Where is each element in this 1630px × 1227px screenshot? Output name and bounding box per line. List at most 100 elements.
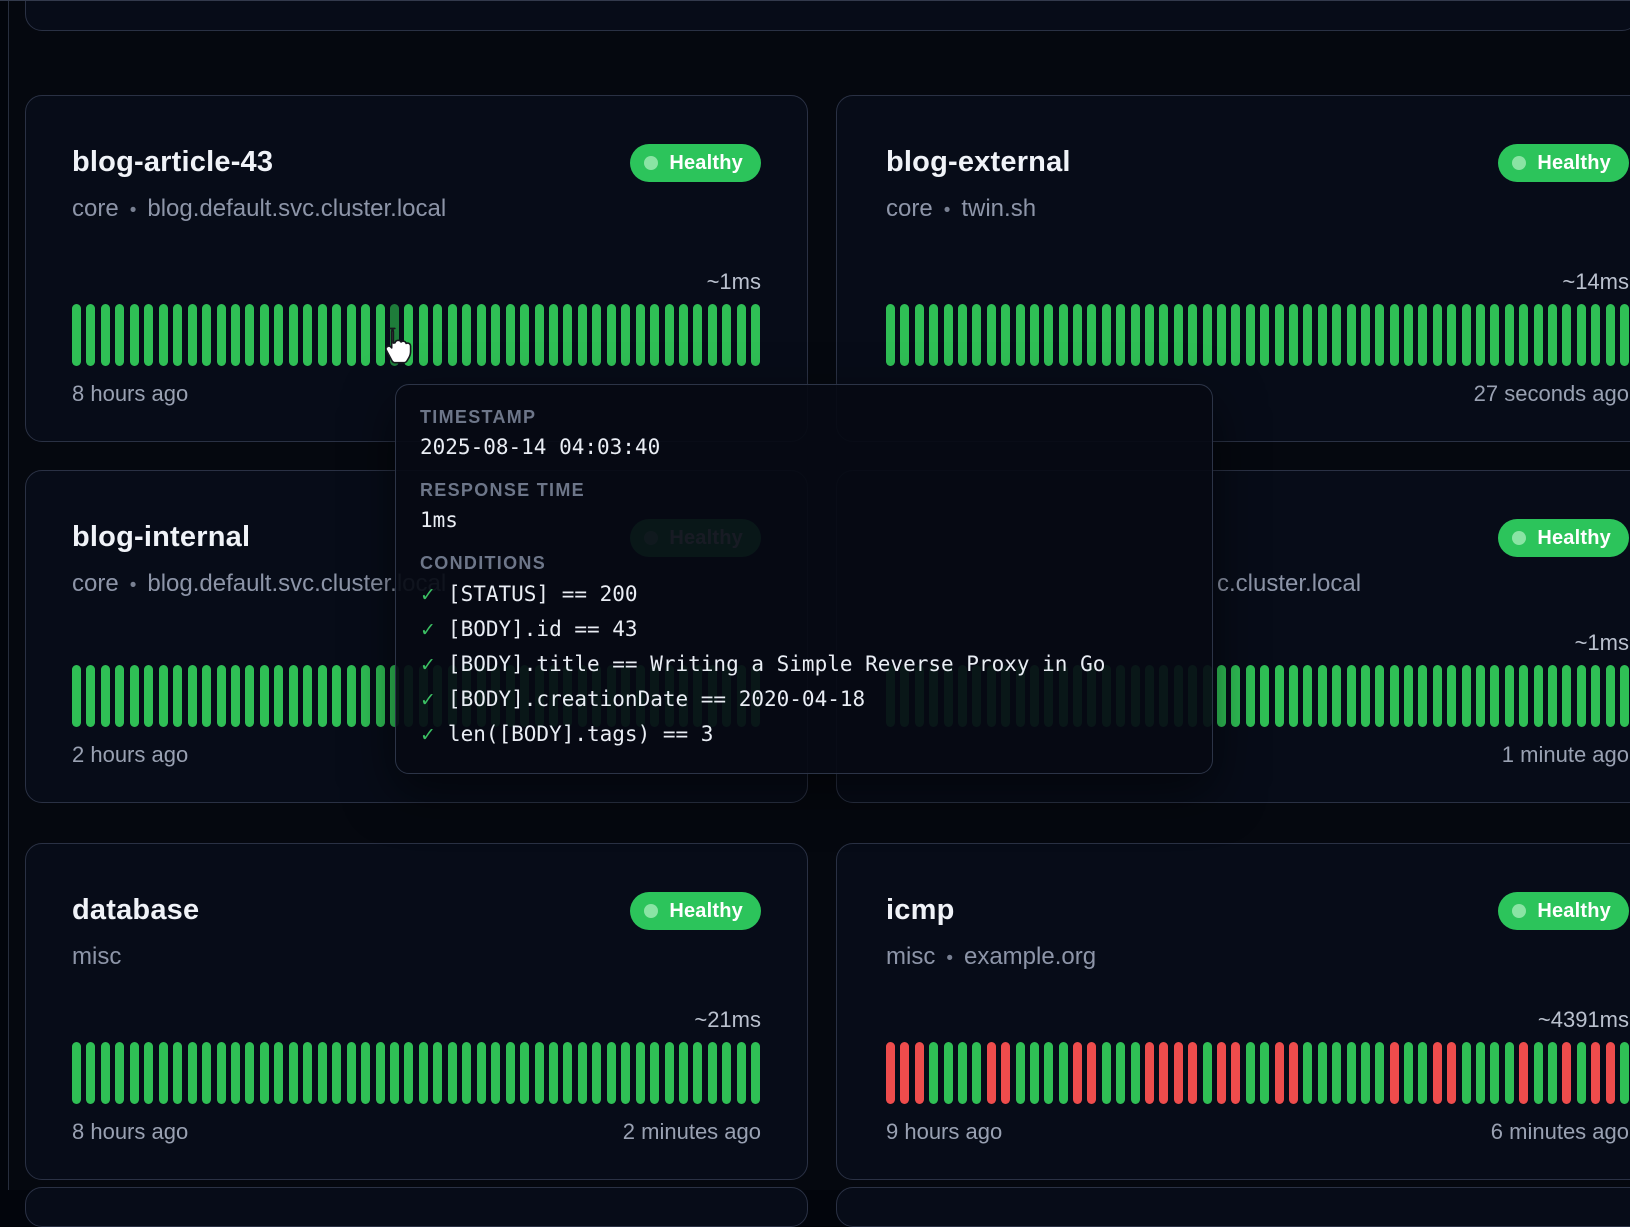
- uptime-bar[interactable]: [1476, 304, 1485, 366]
- uptime-bar[interactable]: [1289, 304, 1298, 366]
- uptime-bar[interactable]: [1519, 1042, 1528, 1104]
- uptime-bar[interactable]: [448, 304, 457, 366]
- uptime-bar[interactable]: [202, 304, 211, 366]
- uptime-bar[interactable]: [1131, 1042, 1140, 1104]
- uptime-bar[interactable]: [1404, 665, 1413, 727]
- uptime-bar[interactable]: [958, 1042, 967, 1104]
- uptime-bar[interactable]: [1016, 304, 1025, 366]
- uptime-bar[interactable]: [274, 665, 283, 727]
- uptime-bar[interactable]: [751, 304, 760, 366]
- uptime-bar[interactable]: [289, 1042, 298, 1104]
- uptime-bar[interactable]: [1562, 304, 1571, 366]
- uptime-bar[interactable]: [1433, 665, 1442, 727]
- uptime-bar[interactable]: [72, 665, 81, 727]
- uptime-bar[interactable]: [72, 1042, 81, 1104]
- uptime-bar[interactable]: [607, 1042, 616, 1104]
- uptime-bar[interactable]: [1145, 1042, 1154, 1104]
- uptime-bar[interactable]: [477, 304, 486, 366]
- uptime-bar[interactable]: [1303, 1042, 1312, 1104]
- uptime-bar[interactable]: [1433, 304, 1442, 366]
- uptime-bar[interactable]: [520, 304, 529, 366]
- uptime-bar[interactable]: [404, 1042, 413, 1104]
- uptime-bar[interactable]: [1303, 304, 1312, 366]
- uptime-bar[interactable]: [361, 665, 370, 727]
- uptime-bar[interactable]: [303, 665, 312, 727]
- uptime-bar[interactable]: [1246, 1042, 1255, 1104]
- uptime-bar[interactable]: [1534, 1042, 1543, 1104]
- uptime-bar[interactable]: [1347, 304, 1356, 366]
- uptime-bar[interactable]: [679, 304, 688, 366]
- uptime-bar[interactable]: [1347, 665, 1356, 727]
- uptime-bar[interactable]: [535, 304, 544, 366]
- uptime-bar[interactable]: [1260, 304, 1269, 366]
- uptime-bar[interactable]: [86, 304, 95, 366]
- uptime-bar[interactable]: [1332, 1042, 1341, 1104]
- uptime-bar[interactable]: [390, 1042, 399, 1104]
- uptime-bar[interactable]: [1433, 1042, 1442, 1104]
- uptime-bar[interactable]: [1188, 304, 1197, 366]
- uptime-bar[interactable]: [318, 304, 327, 366]
- uptime-bar[interactable]: [1116, 304, 1125, 366]
- uptime-bar[interactable]: [1318, 1042, 1327, 1104]
- uptime-bar[interactable]: [944, 1042, 953, 1104]
- uptime-bar[interactable]: [202, 665, 211, 727]
- uptime-bar[interactable]: [173, 304, 182, 366]
- uptime-bar[interactable]: [1073, 1042, 1082, 1104]
- uptime-bar[interactable]: [886, 304, 895, 366]
- uptime-bar[interactable]: [1606, 304, 1615, 366]
- uptime-bar[interactable]: [115, 665, 124, 727]
- uptime-bar[interactable]: [722, 1042, 731, 1104]
- uptime-bar[interactable]: [1044, 304, 1053, 366]
- uptime-bar[interactable]: [1102, 304, 1111, 366]
- uptime-bar[interactable]: [1332, 304, 1341, 366]
- uptime-bar[interactable]: [1620, 665, 1629, 727]
- uptime-bar[interactable]: [477, 1042, 486, 1104]
- uptime-bar[interactable]: [1188, 1042, 1197, 1104]
- uptime-bar[interactable]: [1260, 1042, 1269, 1104]
- uptime-bar[interactable]: [1030, 1042, 1039, 1104]
- uptime-bar[interactable]: [1016, 1042, 1025, 1104]
- uptime-bar[interactable]: [130, 304, 139, 366]
- uptime-bar[interactable]: [1087, 1042, 1096, 1104]
- uptime-bar[interactable]: [1332, 665, 1341, 727]
- uptime-bar[interactable]: [679, 1042, 688, 1104]
- uptime-bar[interactable]: [1490, 304, 1499, 366]
- uptime-bar[interactable]: [1519, 665, 1528, 727]
- uptime-bar[interactable]: [944, 304, 953, 366]
- uptime-bar[interactable]: [1044, 1042, 1053, 1104]
- uptime-bar[interactable]: [217, 304, 226, 366]
- uptime-bar[interactable]: [592, 304, 601, 366]
- uptime-bar[interactable]: [318, 665, 327, 727]
- uptime-bar[interactable]: [1145, 304, 1154, 366]
- uptime-bar[interactable]: [915, 1042, 924, 1104]
- uptime-bar[interactable]: [1361, 1042, 1370, 1104]
- uptime-bar[interactable]: [347, 304, 356, 366]
- uptime-bar[interactable]: [1505, 304, 1514, 366]
- uptime-bar[interactable]: [231, 665, 240, 727]
- uptime-bar[interactable]: [1462, 1042, 1471, 1104]
- uptime-bar[interactable]: [462, 304, 471, 366]
- uptime-bar[interactable]: [260, 665, 269, 727]
- uptime-bar[interactable]: [332, 304, 341, 366]
- uptime-bar[interactable]: [665, 1042, 674, 1104]
- uptime-bar[interactable]: [958, 304, 967, 366]
- uptime-bar[interactable]: [1174, 1042, 1183, 1104]
- uptime-bar[interactable]: [693, 1042, 702, 1104]
- uptime-bar[interactable]: [1606, 1042, 1615, 1104]
- uptime-bar[interactable]: [86, 1042, 95, 1104]
- uptime-bar[interactable]: [173, 1042, 182, 1104]
- uptime-bar[interactable]: [563, 1042, 572, 1104]
- uptime-bar[interactable]: [886, 1042, 895, 1104]
- uptime-bar[interactable]: [987, 304, 996, 366]
- uptime-bar[interactable]: [650, 1042, 659, 1104]
- uptime-bar[interactable]: [1289, 665, 1298, 727]
- uptime-bar[interactable]: [549, 304, 558, 366]
- uptime-bar[interactable]: [972, 304, 981, 366]
- uptime-bar[interactable]: [260, 304, 269, 366]
- uptime-bar[interactable]: [751, 1042, 760, 1104]
- uptime-bar[interactable]: [433, 304, 442, 366]
- uptime-bar[interactable]: [332, 665, 341, 727]
- uptime-bar[interactable]: [929, 1042, 938, 1104]
- uptime-bar[interactable]: [1159, 304, 1168, 366]
- uptime-bar[interactable]: [1102, 1042, 1111, 1104]
